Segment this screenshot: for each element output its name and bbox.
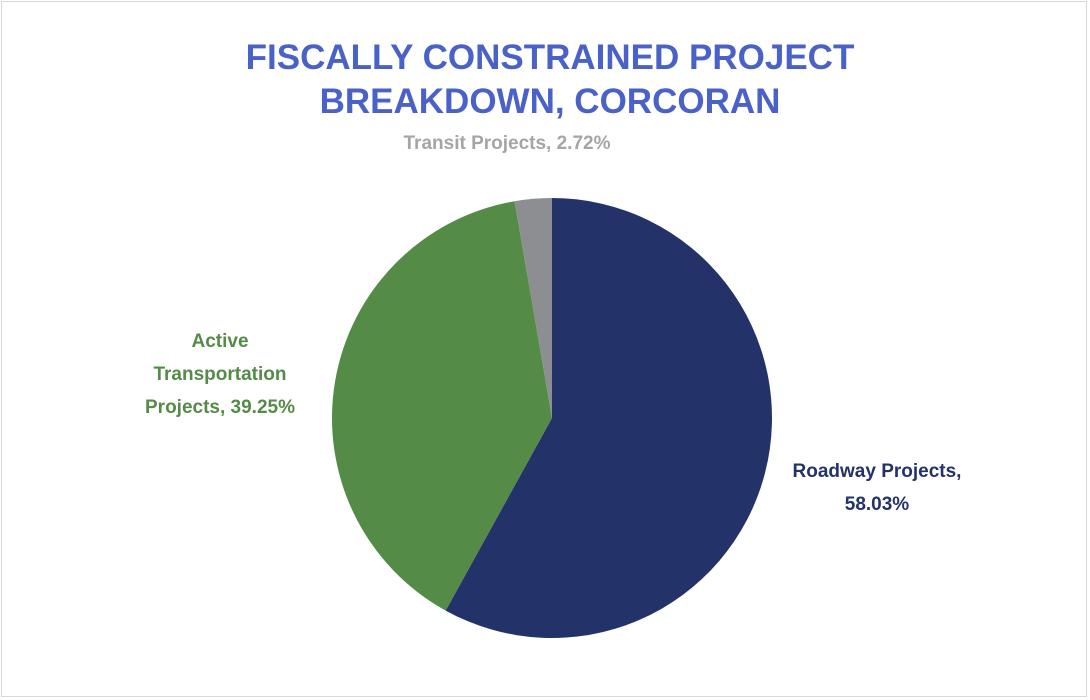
pie-slice (332, 201, 552, 611)
data-label: Roadway Projects, 58.03% (792, 461, 962, 515)
pie-slice (445, 198, 773, 638)
data-label: Transit Projects, 2.72% (403, 133, 611, 154)
data-label: Active Transportation Projects, 39.25% (145, 331, 295, 418)
pie-slice (514, 198, 552, 418)
chart-title: FISCALLY CONSTRAINED PROJECT BREAKDOWN, … (245, 38, 855, 121)
